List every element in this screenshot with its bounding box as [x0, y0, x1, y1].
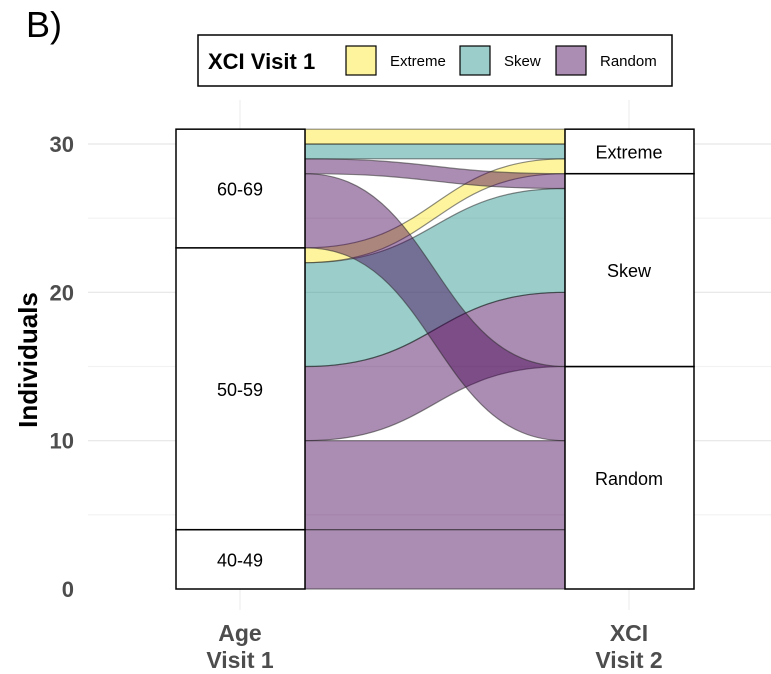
- legend-label: Skew: [504, 53, 541, 70]
- flow-band: [304, 440, 566, 531]
- stratum-box: [175, 247, 306, 531]
- flows: [304, 128, 566, 590]
- legend-label: Extreme: [390, 53, 446, 70]
- x-axis-label: Visit 1: [206, 647, 274, 673]
- legend: XCI Visit 1 Extreme Skew Random: [197, 34, 673, 87]
- stratum-box: [564, 365, 695, 590]
- stratum-label: 50-59: [217, 380, 263, 400]
- legend-swatch: [459, 45, 491, 76]
- legend-box: [197, 34, 673, 87]
- stratum-label: 60-69: [217, 180, 263, 200]
- y-tick-label: 30: [50, 132, 74, 157]
- stratum-label: 40-49: [217, 550, 263, 570]
- panel-label: B): [26, 4, 62, 45]
- stratum-label: Extreme: [595, 142, 662, 162]
- stratum-box: [175, 528, 306, 590]
- stratum-box: [564, 128, 695, 175]
- x-axis-label: Visit 2: [595, 647, 662, 673]
- y-axis-label: Individuals: [13, 292, 43, 428]
- flow-band: [304, 529, 566, 590]
- legend-swatch: [345, 45, 377, 76]
- strata: 40-49 50-59 60-69 Random Skew Extreme: [175, 128, 695, 590]
- y-tick-label: 10: [50, 429, 74, 454]
- stratum-box: [175, 128, 306, 249]
- flow-band: [304, 128, 566, 145]
- x-axis-label: XCI: [610, 620, 648, 646]
- x-axis-label: Age: [218, 620, 261, 646]
- y-tick-label: 20: [50, 280, 74, 305]
- legend-swatch: [555, 45, 587, 76]
- stratum-label: Skew: [607, 261, 652, 281]
- legend-title: XCI Visit 1: [208, 49, 315, 74]
- y-axis: 0 10 20 30: [50, 132, 74, 602]
- legend-label: Random: [600, 53, 657, 70]
- stratum-box: [564, 172, 695, 368]
- y-tick-label: 0: [62, 577, 74, 602]
- stratum-label: Random: [595, 469, 663, 489]
- flow-band: [304, 143, 566, 160]
